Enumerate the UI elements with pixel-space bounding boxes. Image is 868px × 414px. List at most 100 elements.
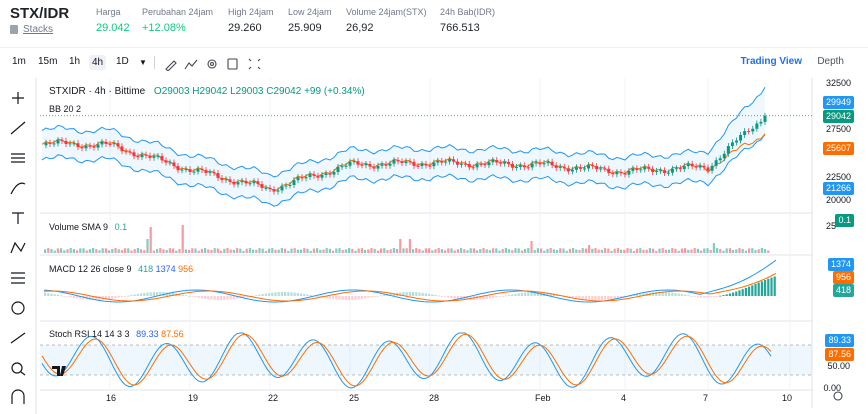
macd-histogram-bar [300,293,303,296]
interval-1h[interactable]: 1h [69,56,81,67]
macd-histogram-bar [341,296,344,300]
interval-1m[interactable]: 1m [12,56,26,67]
volume-bar [476,250,479,253]
macd-histogram-bar [287,292,290,296]
ruler-icon[interactable] [10,332,26,344]
candle-body [698,165,702,168]
macd-histogram-bar [741,289,744,296]
macd-histogram-bar [274,292,277,296]
macd-histogram-bar [690,295,693,297]
volume-bar [172,248,175,253]
macd-histogram-bar [668,292,671,296]
macd-histogram-bar [664,292,667,296]
volume-bar [389,249,392,253]
volume-bar [245,248,248,253]
macd-signal-line [43,272,777,302]
time-label: Feb [535,393,551,403]
volume-bar [444,250,447,253]
candle-body [236,182,240,185]
macd-histogram-bar [760,281,763,296]
volume-tag: 0.1 [835,214,854,227]
volume-bar [360,248,363,253]
trendline-icon[interactable] [10,121,26,135]
volume-bar [191,248,194,253]
interval-15m[interactable]: 15m [38,56,58,67]
chart-area[interactable]: STXIDR · 4h · Bittime O29003 H29042 L290… [0,78,868,414]
volume-bar [351,248,354,253]
macd-histogram-bar [418,292,421,296]
candle-body [558,166,562,168]
volume-bar [517,248,520,253]
macd-histogram-bar [581,296,584,299]
candle-body [124,151,128,153]
stat-value: 766.513 [440,22,480,34]
volume-bar [143,250,146,253]
volume-bar [687,249,690,253]
candle-body [432,162,436,167]
candle-body [714,160,718,166]
macd-histogram-bar [383,294,386,296]
candle-body [84,145,88,149]
candle-body [296,177,300,181]
toolbar-icons [165,58,261,71]
volume-bar [741,248,744,253]
time-label: 4 [621,393,627,403]
volume-bar [610,250,613,253]
volume-bar [524,248,527,253]
macd-histogram-bar [536,292,539,296]
pattern-icon[interactable] [10,241,26,254]
candle-body [208,172,212,174]
volume-bar [130,250,133,253]
candle-body [260,184,264,188]
measure-icon[interactable] [11,272,25,284]
interval-1d[interactable]: 1D [116,56,129,67]
candle-body [467,163,471,168]
chevron-down-icon[interactable]: ▼ [139,58,147,67]
volume-bar [373,248,376,253]
macd-histogram-bar [172,293,175,296]
volume-bar [226,248,229,253]
volume-bar [341,249,344,253]
settings-icon [833,391,843,401]
macd-histogram-bar [431,294,434,296]
interval-4h[interactable]: 4h [89,55,107,70]
stat-label: High 24jam [228,7,274,17]
candle-body [96,144,100,148]
macd-histogram-bar [284,292,287,296]
macd-histogram-bar [306,294,309,296]
macd-histogram-bar [719,295,722,297]
macd-histogram-bar [79,296,82,299]
volume-bar [616,248,619,253]
bb-basis-tag: 25607 [822,142,854,155]
candle-body [424,163,428,166]
magnet-icon[interactable] [11,389,25,404]
price-chart[interactable] [0,78,868,414]
crosshair-icon[interactable] [12,92,24,104]
macd-histogram-bar [156,292,159,296]
macd-histogram-bar [47,293,50,296]
candle-body [320,174,324,178]
volume-bar [306,248,309,253]
fib-icon[interactable] [11,153,25,163]
macd-histogram-bar [242,296,245,298]
candle-body [152,156,156,158]
macd-histogram-bar [133,294,136,296]
macd-histogram-bar [655,292,658,296]
brush-icon[interactable] [10,182,26,195]
volume-bar [607,248,610,253]
macd-histogram-bar [447,296,450,298]
candle-body [448,159,452,162]
trading-view-tab[interactable]: Trading View [740,56,803,67]
emoji-icon[interactable] [11,301,25,315]
volume-bar [140,249,143,253]
volume-bar [184,249,187,253]
macd-line [43,259,777,303]
depth-tab[interactable]: Depth [817,56,844,67]
macd-histogram-bar [722,295,725,296]
macd-histogram-bar [354,296,357,300]
text-icon[interactable] [12,212,24,224]
candle-body [388,163,392,166]
coin-name-link[interactable]: Stacks [23,24,54,35]
macd-histogram-bar [60,295,63,297]
zoom-icon[interactable] [11,362,26,376]
